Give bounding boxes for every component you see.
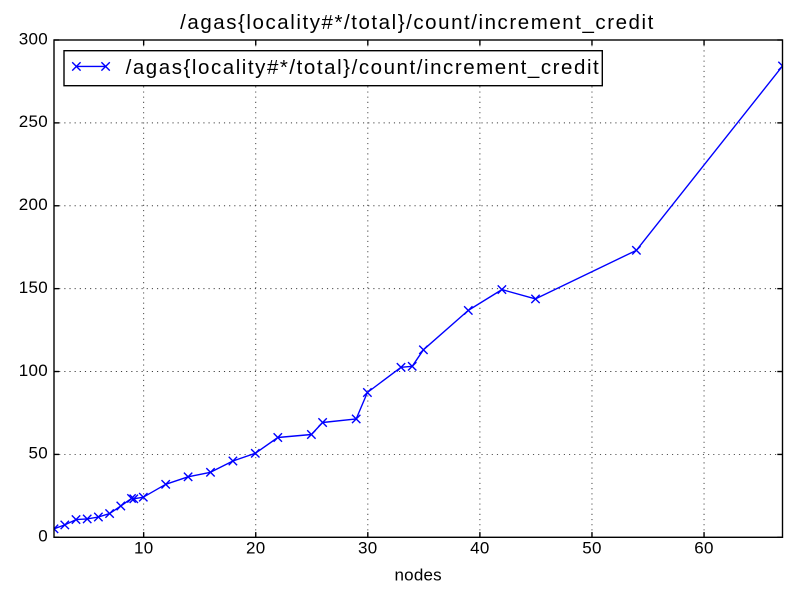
svg-text:60: 60 bbox=[694, 539, 714, 558]
svg-text:10: 10 bbox=[134, 539, 154, 558]
svg-text:150: 150 bbox=[19, 278, 48, 297]
svg-text:/agas{locality#*/total}/count/: /agas{locality#*/total}/count/increment_… bbox=[180, 11, 655, 34]
svg-text:0: 0 bbox=[38, 527, 48, 546]
svg-text:250: 250 bbox=[19, 112, 48, 131]
svg-text:30: 30 bbox=[358, 539, 378, 558]
svg-text:20: 20 bbox=[246, 539, 266, 558]
svg-text:/agas{locality#*/total}/count/: /agas{locality#*/total}/count/increment_… bbox=[126, 56, 601, 79]
svg-text:50: 50 bbox=[582, 539, 602, 558]
svg-text:nodes: nodes bbox=[395, 566, 442, 585]
svg-text:40: 40 bbox=[470, 539, 490, 558]
svg-text:300: 300 bbox=[19, 29, 48, 48]
svg-text:50: 50 bbox=[28, 444, 48, 463]
svg-text:100: 100 bbox=[19, 361, 48, 380]
svg-text:200: 200 bbox=[19, 195, 48, 214]
